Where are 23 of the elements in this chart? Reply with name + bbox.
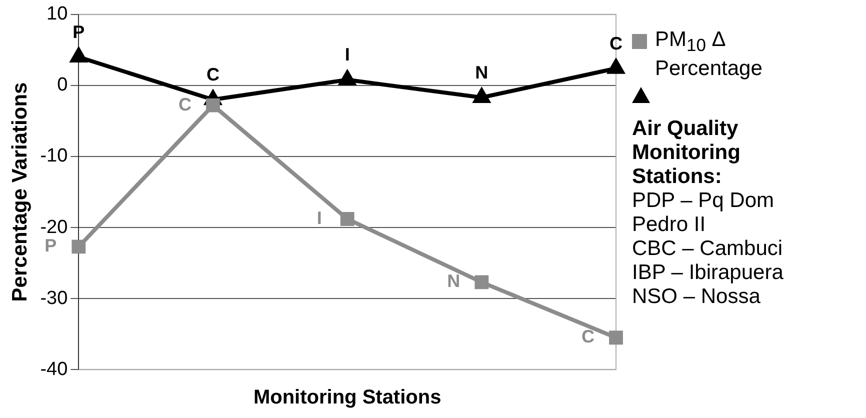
- y-tick-label: -40: [40, 358, 68, 380]
- text: NSO – Nossa: [632, 285, 762, 310]
- y-axis-title: Percentage Variations: [8, 82, 32, 302]
- y-tick-label: 0: [57, 74, 68, 96]
- data-label: C: [610, 33, 622, 54]
- data-label: C: [178, 94, 192, 114]
- y-tick-label: -30: [40, 288, 68, 309]
- x-axis-title: Monitoring Stations: [253, 386, 442, 409]
- text: CBC – Cambuci: [632, 237, 784, 262]
- legend-label: PM$_{10}$ Δ Percentage: [655, 28, 764, 82]
- data-label: P: [44, 236, 57, 256]
- data-label: N: [475, 62, 488, 82]
- y-tick-label: 10: [46, 4, 68, 25]
- text: IBP – Ibirapuera: [632, 261, 784, 286]
- y-tick-label: -20: [40, 216, 68, 238]
- data-label: C: [582, 326, 594, 347]
- y-tick-label: -10: [40, 146, 68, 167]
- text: PDP – Pq Dom Pedro II: [632, 189, 776, 238]
- data-label: C: [206, 64, 220, 85]
- text: Air Quality Monitoring Stations:: [632, 117, 742, 190]
- data-label: I: [344, 44, 350, 65]
- data-label: N: [447, 271, 460, 292]
- data-label: I: [316, 208, 322, 228]
